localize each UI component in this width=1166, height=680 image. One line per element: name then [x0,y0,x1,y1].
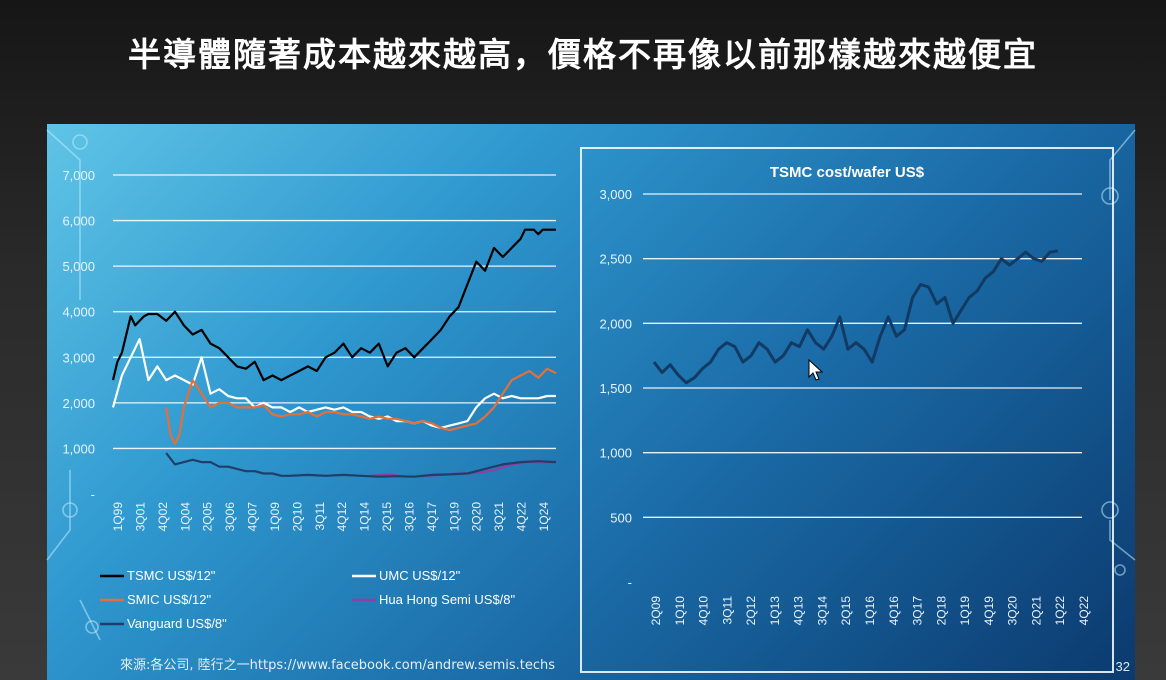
mouse-cursor-icon [808,358,824,381]
y-tick-label: 2,000 [62,396,95,411]
y-tick-label: 500 [610,510,632,525]
right-chart-x-axis: 2Q09 1Q10 4Q10 3Q11 2Q12 1Q13 4Q13 3Q14 2Q15 1Q16… [649,596,1091,626]
x-tick-label: 2Q21 [1029,596,1043,626]
x-tick-label: 4Q16 [887,596,901,626]
legend-label: Hua Hong Semi US$/8" [379,592,516,607]
right-chart-series [652,249,1059,385]
y-tick-label: 2,000 [599,316,632,331]
slide-title: 半導體隨著成本越來越高，價格不再像以前那樣越來越便宜 [128,35,1038,74]
x-tick-label: 1Q09 [268,502,282,532]
y-tick-label: 2,500 [599,252,632,267]
series-line-tsmc [111,228,556,382]
series-line-umc [111,338,556,429]
x-tick-label: 1Q99 [111,502,125,532]
x-tick-label: 3Q11 [313,502,327,531]
x-tick-label: 4Q13 [792,596,806,626]
x-tick-label: 4Q07 [246,502,260,532]
x-tick-label: 1Q04 [178,502,192,532]
x-tick-label: 4Q02 [156,502,170,532]
right-chart-title: TSMC cost/wafer US$ [770,164,925,181]
left-chart-gridlines [113,174,556,450]
y-tick-label: 3,000 [599,187,632,202]
x-tick-label: 1Q24 [537,502,551,532]
x-tick-label: 3Q20 [1006,596,1020,626]
left-chart-y-axis: - 1,000 2,000 3,000 4,000 5,000 6,000 7,000 [62,168,95,502]
legend-label: Vanguard US$/8" [127,616,227,631]
series-line-vanguard [165,452,557,478]
x-tick-label: 4Q19 [982,596,996,626]
y-tick-label: 4,000 [62,305,95,320]
x-tick-label: 1Q10 [673,596,687,626]
series-line-smic [165,367,557,445]
x-tick-label: 1Q19 [958,596,972,626]
y-tick-label: - [628,575,632,590]
x-tick-label: 3Q17 [911,596,925,626]
y-tick-label: 3,000 [62,350,95,365]
x-tick-label: 2Q15 [839,596,853,626]
x-tick-label: 4Q22 [1077,596,1091,626]
y-tick-label: - [91,487,95,502]
y-tick-label: 1,500 [599,381,632,396]
x-tick-label: 1Q22 [1053,596,1067,626]
x-tick-label: 3Q11 [720,596,734,625]
x-tick-label: 2Q05 [201,502,215,532]
page-number: 32 [1115,659,1130,674]
left-chart-x-axis: 1Q99 3Q01 4Q02 1Q04 2Q05 3Q06 4Q07 1Q09 2Q10 3Q11… [111,502,551,532]
legend-label: SMIC US$/12" [127,592,211,607]
x-tick-label: 1Q14 [358,502,372,532]
x-tick-label: 4Q10 [697,596,711,626]
source-citation[interactable]: 來源:各公司, 陸行之一https://www.facebook.com/and… [120,658,556,673]
right-chart-frame [580,147,1114,673]
left-chart-legend: TSMC US$/12" UMC US$/12" SMIC US$/12" Hua H… [100,568,516,631]
y-tick-label: 7,000 [62,168,95,183]
right-chart-gridlines [643,193,1082,518]
legend-label: UMC US$/12" [379,568,461,583]
legend-label: TSMC US$/12" [127,568,216,583]
y-tick-label: 5,000 [62,259,95,274]
x-tick-label: 2Q10 [290,502,304,532]
x-tick-label: 1Q13 [768,596,782,626]
x-tick-label: 3Q01 [133,502,147,532]
x-tick-label: 4Q22 [515,502,529,532]
x-tick-label: 3Q21 [492,502,506,532]
x-tick-label: 4Q12 [335,502,349,532]
x-tick-label: 1Q16 [863,596,877,626]
x-tick-label: 3Q14 [815,596,829,626]
x-tick-label: 2Q15 [380,502,394,532]
x-tick-label: 1Q19 [447,502,461,532]
x-tick-label: 2Q12 [744,596,758,626]
right-chart-y-axis: - 500 1,000 1,500 2,000 2,500 3,000 [599,187,632,590]
x-tick-label: 2Q18 [934,596,948,626]
x-tick-label: 2Q09 [649,596,663,626]
x-tick-label: 3Q06 [223,502,237,532]
series-line-cost_line [652,249,1059,385]
y-tick-label: 1,000 [599,446,632,461]
x-tick-label: 3Q16 [402,502,416,532]
x-tick-label: 2Q20 [470,502,484,532]
left-chart-series [111,228,557,478]
x-tick-label: 4Q17 [425,502,439,532]
y-tick-label: 6,000 [62,214,95,229]
y-tick-label: 1,000 [62,441,95,456]
